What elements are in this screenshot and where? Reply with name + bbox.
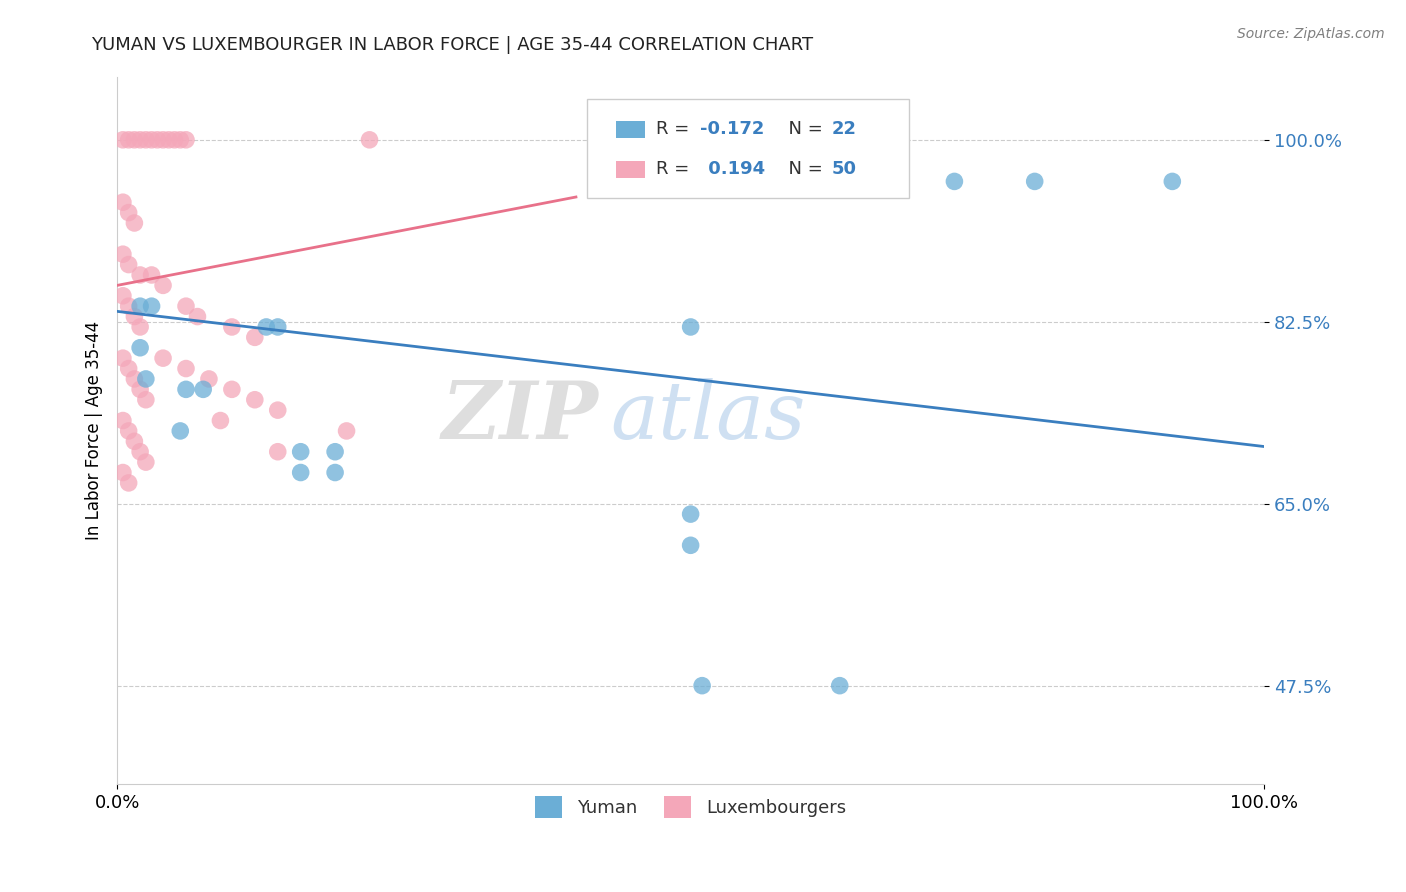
Point	[679, 507, 702, 521]
Text: 0.194: 0.194	[702, 161, 765, 178]
Point	[243, 330, 266, 344]
Point	[1161, 174, 1184, 188]
FancyBboxPatch shape	[588, 99, 908, 198]
Legend: Yuman, Luxembourgers: Yuman, Luxembourgers	[529, 789, 853, 825]
Point	[111, 133, 134, 147]
Point	[141, 133, 163, 147]
Point	[875, 174, 897, 188]
Point	[174, 361, 197, 376]
Point	[129, 382, 152, 396]
Point	[124, 434, 146, 449]
Point	[169, 133, 191, 147]
FancyBboxPatch shape	[616, 161, 645, 178]
Point	[209, 413, 232, 427]
Point	[679, 320, 702, 334]
Point	[129, 320, 152, 334]
Point	[124, 372, 146, 386]
Point	[129, 299, 152, 313]
Point	[111, 247, 134, 261]
Point	[146, 133, 169, 147]
Point	[129, 133, 152, 147]
Point	[254, 320, 277, 334]
Text: 50: 50	[832, 161, 856, 178]
Point	[135, 372, 157, 386]
Point	[163, 133, 186, 147]
Point	[135, 455, 157, 469]
Point	[135, 392, 157, 407]
Point	[135, 133, 157, 147]
Point	[193, 382, 215, 396]
Point	[118, 424, 141, 438]
Point	[267, 320, 290, 334]
Point	[174, 299, 197, 313]
Text: Source: ZipAtlas.com: Source: ZipAtlas.com	[1237, 27, 1385, 41]
Point	[323, 444, 346, 458]
Point	[828, 679, 851, 693]
Text: atlas: atlas	[610, 378, 806, 456]
Text: N =: N =	[776, 161, 828, 178]
Point	[129, 268, 152, 282]
Point	[335, 424, 357, 438]
Point	[323, 466, 346, 480]
Point	[141, 268, 163, 282]
Point	[129, 444, 152, 458]
Point	[243, 392, 266, 407]
Text: 22: 22	[832, 120, 856, 138]
Point	[124, 310, 146, 324]
Point	[124, 216, 146, 230]
Point	[111, 413, 134, 427]
Text: ZIP: ZIP	[441, 378, 599, 456]
Point	[174, 382, 197, 396]
Point	[221, 320, 243, 334]
Point	[111, 351, 134, 366]
Point	[111, 289, 134, 303]
Point	[198, 372, 221, 386]
Point	[118, 133, 141, 147]
Point	[118, 258, 141, 272]
Point	[1024, 174, 1046, 188]
Point	[118, 299, 141, 313]
Point	[118, 475, 141, 490]
Point	[152, 351, 174, 366]
Point	[118, 205, 141, 219]
Point	[111, 195, 134, 210]
Text: YUMAN VS LUXEMBOURGER IN LABOR FORCE | AGE 35-44 CORRELATION CHART: YUMAN VS LUXEMBOURGER IN LABOR FORCE | A…	[91, 36, 814, 54]
Text: -0.172: -0.172	[700, 120, 765, 138]
Point	[111, 466, 134, 480]
Point	[267, 403, 290, 417]
Point	[152, 133, 174, 147]
Point	[359, 133, 381, 147]
Point	[690, 679, 713, 693]
Point	[141, 299, 163, 313]
Text: R =: R =	[657, 120, 695, 138]
Point	[169, 424, 191, 438]
Y-axis label: In Labor Force | Age 35-44: In Labor Force | Age 35-44	[86, 321, 103, 541]
Point	[152, 278, 174, 293]
Point	[679, 538, 702, 552]
Text: R =: R =	[657, 161, 695, 178]
Point	[290, 466, 312, 480]
Point	[118, 361, 141, 376]
Point	[157, 133, 180, 147]
Point	[174, 133, 197, 147]
Point	[290, 444, 312, 458]
Point	[221, 382, 243, 396]
Point	[943, 174, 966, 188]
Point	[186, 310, 208, 324]
Point	[124, 133, 146, 147]
Point	[267, 444, 290, 458]
Point	[129, 341, 152, 355]
FancyBboxPatch shape	[616, 120, 645, 138]
Text: N =: N =	[776, 120, 828, 138]
